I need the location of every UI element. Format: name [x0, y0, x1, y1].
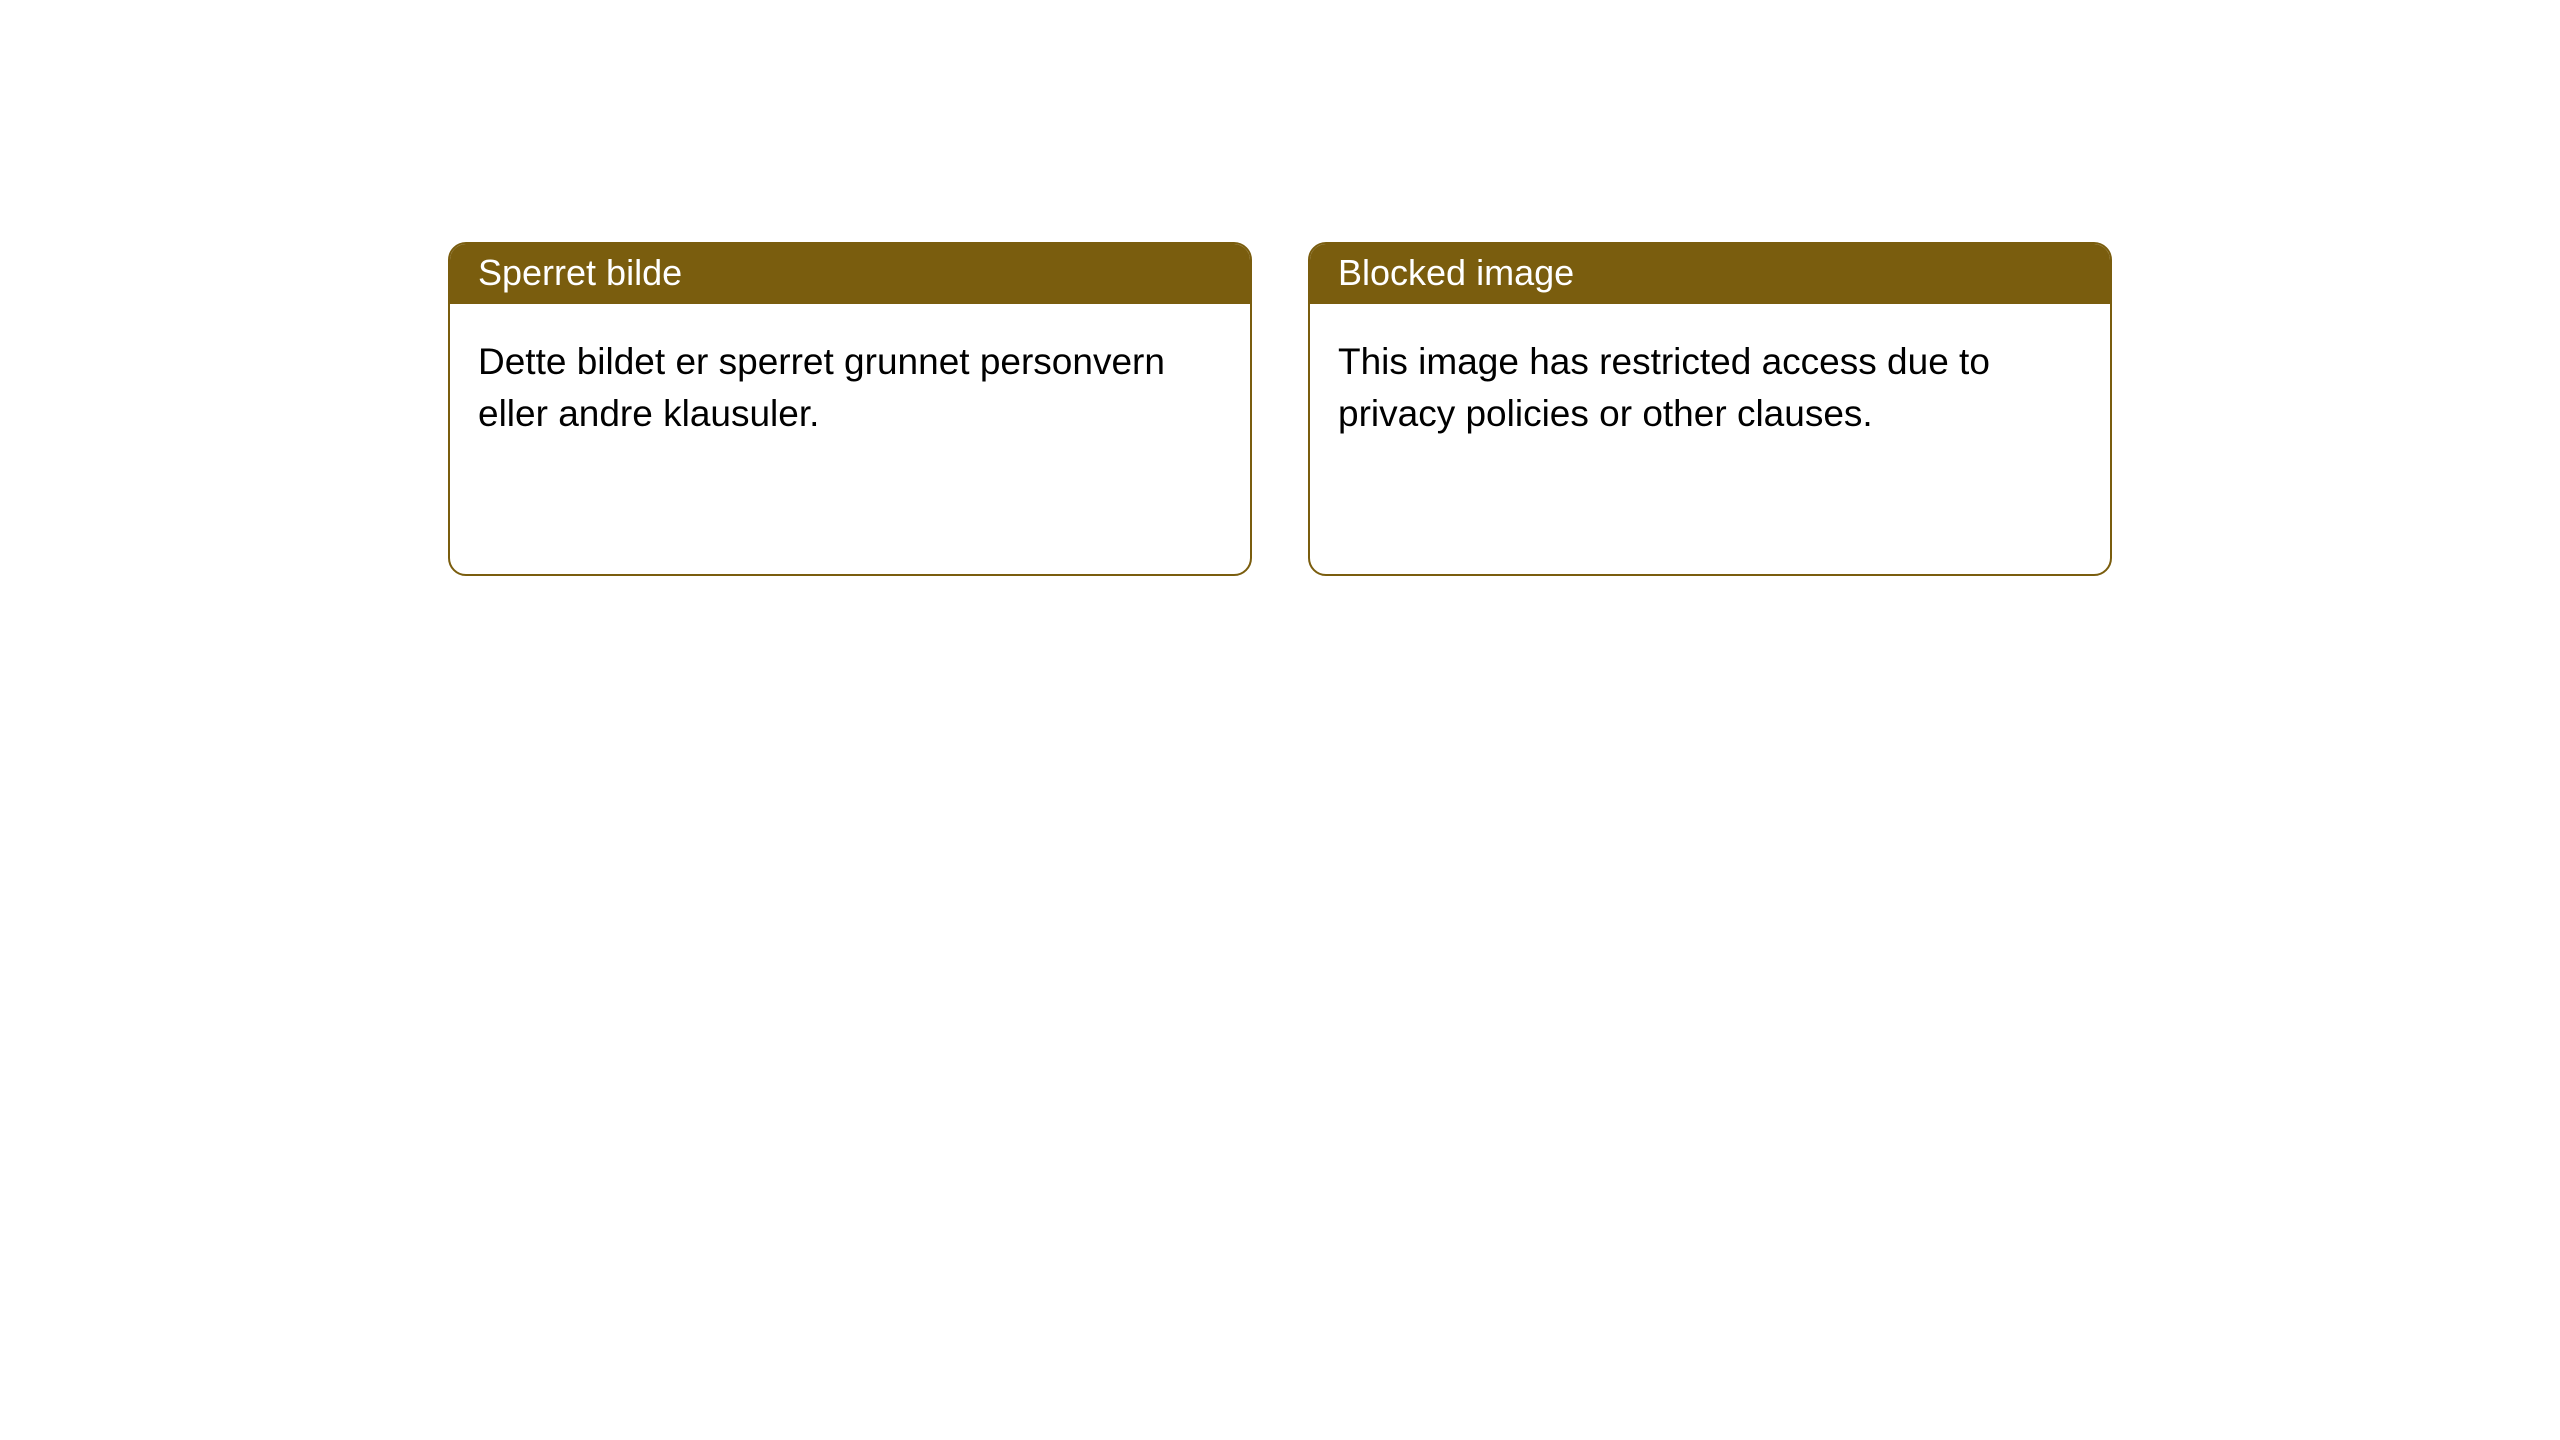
card-body: Dette bildet er sperret grunnet personve… [450, 304, 1250, 472]
card-body-text: Dette bildet er sperret grunnet personve… [478, 341, 1165, 434]
card-header: Sperret bilde [450, 244, 1250, 304]
card-body-text: This image has restricted access due to … [1338, 341, 1990, 434]
card-header: Blocked image [1310, 244, 2110, 304]
notice-card-norwegian: Sperret bilde Dette bildet er sperret gr… [448, 242, 1252, 576]
notice-card-english: Blocked image This image has restricted … [1308, 242, 2112, 576]
card-title: Sperret bilde [478, 252, 682, 293]
card-title: Blocked image [1338, 252, 1574, 293]
notice-cards-container: Sperret bilde Dette bildet er sperret gr… [0, 0, 2560, 576]
card-body: This image has restricted access due to … [1310, 304, 2110, 472]
